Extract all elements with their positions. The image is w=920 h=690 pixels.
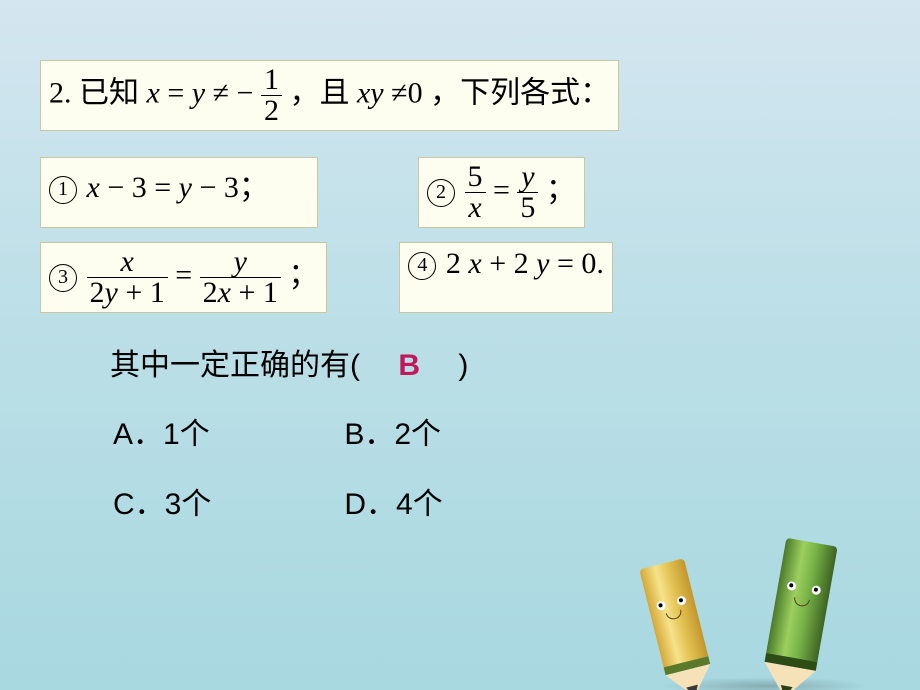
op: − 3 = <box>107 171 178 204</box>
frac-den: 2y + 1 <box>87 278 168 308</box>
option-b: B．2个 <box>343 401 572 469</box>
options-table: A．1个 B．2个 C．3个 D．4个 <box>110 399 575 541</box>
expr-3: 3 x 2y + 1 = y 2x + 1 ； <box>40 242 327 313</box>
fraction: 5 x <box>465 162 486 223</box>
q-text: ，下列各式： <box>430 76 610 109</box>
var-y: y <box>192 76 205 109</box>
q-number: 2. <box>49 76 72 109</box>
frac-den: 5 <box>517 193 538 223</box>
frac-num: y <box>517 162 538 193</box>
expr-2: 2 5 x = y 5 ； <box>418 157 585 228</box>
question-stem: 2. 已知 x = y ≠ − 1 2 ，且 xy ≠0 ，下列各式： <box>40 60 619 131</box>
fraction: y 5 <box>517 162 538 223</box>
pencil-decoration <box>670 550 890 690</box>
option-d: D．4个 <box>343 471 572 539</box>
tail: ； <box>546 173 576 206</box>
var-y: y <box>536 247 549 280</box>
ne: ≠ <box>213 76 237 109</box>
badge-4: 4 <box>408 252 436 280</box>
badge-3: 3 <box>49 264 77 292</box>
green-pencil-icon <box>760 538 837 690</box>
tail: ； <box>288 258 318 291</box>
fraction: y 2x + 1 <box>200 247 281 308</box>
eq: = <box>167 76 191 109</box>
frac-den: x <box>465 193 486 223</box>
row-2: 3 x 2y + 1 = y 2x + 1 ； 4 2 x + 2 y = 0. <box>40 242 880 313</box>
option-c: C．3个 <box>112 471 341 539</box>
content-area: 2. 已知 x = y ≠ − 1 2 ，且 xy ≠0 ，下列各式： 1 x … <box>40 60 880 541</box>
badge-1: 1 <box>49 176 77 204</box>
eq: = <box>175 258 199 291</box>
frac-den: 2 <box>261 96 282 126</box>
frac-num: y <box>200 247 281 278</box>
coef: 2 <box>446 247 461 280</box>
ask-pre: 其中一定正确的有( <box>110 349 390 382</box>
var-x: x <box>147 76 160 109</box>
answer: B <box>398 349 420 382</box>
expr-1: 1 x − 3 = y − 3； <box>40 157 318 228</box>
badge-2: 2 <box>427 179 455 207</box>
slide-background: 2. 已知 x = y ≠ − 1 2 ，且 xy ≠0 ，下列各式： 1 x … <box>0 0 920 690</box>
fraction: 1 2 <box>261 65 282 126</box>
frac-num: 1 <box>261 65 282 96</box>
op: + 2 <box>489 247 528 280</box>
fraction: x 2y + 1 <box>87 247 168 308</box>
var-y: y <box>179 171 192 204</box>
expr-4: 4 2 x + 2 y = 0. <box>399 242 613 313</box>
frac-den: 2x + 1 <box>200 278 281 308</box>
ask-post: ) <box>428 349 468 382</box>
neg: − <box>237 76 261 109</box>
q-text: 已知 <box>79 76 147 109</box>
op: − 3； <box>200 171 269 204</box>
var-x: x <box>87 171 100 204</box>
op: = 0. <box>557 247 604 280</box>
yellow-pencil-icon <box>639 558 715 690</box>
row-1: 1 x − 3 = y − 3； 2 5 x = y 5 ； <box>40 157 880 228</box>
var-x: x <box>468 247 481 280</box>
frac-num: x <box>87 247 168 278</box>
ask-line: 其中一定正确的有( B ) <box>110 333 880 399</box>
eq: = <box>493 173 517 206</box>
option-a: A．1个 <box>112 401 341 469</box>
q-text: ，且 <box>289 76 357 109</box>
ne-zero: ≠0 <box>391 76 422 109</box>
frac-num: 5 <box>465 162 486 193</box>
var-xy: xy <box>357 76 384 109</box>
